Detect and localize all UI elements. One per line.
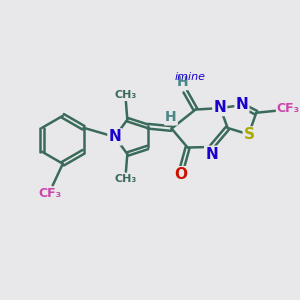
Text: CH₃: CH₃ — [115, 90, 137, 100]
Text: N: N — [236, 97, 248, 112]
Text: CF₃: CF₃ — [277, 103, 300, 116]
Text: imine: imine — [175, 72, 206, 82]
Text: CF₃: CF₃ — [39, 187, 62, 200]
Text: N: N — [213, 100, 226, 115]
Text: N: N — [205, 147, 218, 162]
Text: O: O — [174, 167, 188, 182]
Text: H: H — [165, 110, 177, 124]
Text: N: N — [108, 129, 121, 144]
Text: S: S — [244, 128, 255, 142]
Text: CH₃: CH₃ — [115, 174, 137, 184]
Text: H: H — [176, 75, 188, 89]
